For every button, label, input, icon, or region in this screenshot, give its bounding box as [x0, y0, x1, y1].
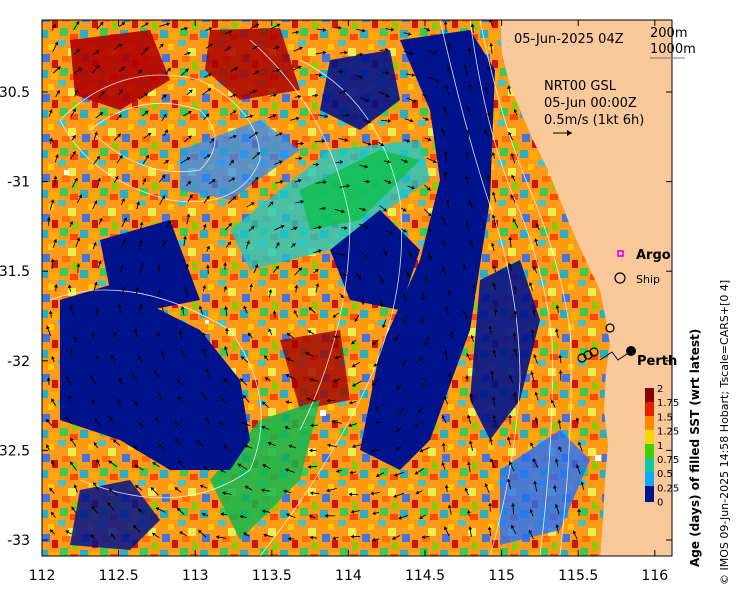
colorbar-tick-label: 1.25 [657, 427, 679, 438]
y-tick-label: -32 [7, 354, 30, 370]
ship-legend-label: Ship [636, 273, 660, 286]
credit-text: © IMOS 09-Jun-2025 14:58 Hobart; Tscale=… [718, 280, 731, 585]
x-tick-label: 114 [335, 568, 362, 584]
perth-marker [626, 346, 636, 356]
x-tick-label: 114.5 [405, 568, 445, 584]
y-tick-label: 30.5 [0, 85, 30, 101]
x-tick-label: 115.5 [558, 568, 598, 584]
x-tick-label: 112.5 [99, 568, 139, 584]
colorbar-tick-label: 0.25 [657, 483, 679, 494]
x-tick-label: 115 [488, 568, 515, 584]
contour-label-1000m: 1000m [650, 42, 696, 57]
y-tick-label: 32.5 [0, 443, 30, 459]
colorbar-tick-label: 2 [657, 384, 663, 395]
colorbar-tick-label: 0.75 [657, 455, 679, 466]
current-source-name: NRT00 GSL [544, 79, 617, 94]
perth-label: Perth [637, 354, 677, 369]
y-tick-label: 31.5 [0, 264, 30, 280]
colorbar-label: Age (days) of filled SST (wrt latest) [688, 329, 702, 567]
x-tick-label: 116 [641, 568, 668, 584]
colorbar-tick-label: 0 [657, 498, 663, 509]
argo-legend-label: Argo [636, 248, 671, 263]
colorbar [645, 388, 654, 502]
x-tick-label: 112 [29, 568, 56, 584]
x-tick-label: 113 [182, 568, 209, 584]
contour-label-200m: 200m [650, 26, 687, 41]
colorbar-tick-label: 1 [657, 441, 663, 452]
current-source-time: 05-Jun 00:00Z [544, 96, 637, 111]
y-tick-label: -31 [7, 175, 30, 191]
x-tick-label: 113.5 [252, 568, 292, 584]
current-scale-text: 0.5m/s (1kt 6h) [544, 113, 644, 128]
y-tick-label: -33 [7, 533, 30, 549]
colorbar-tick-label: 1.75 [657, 398, 679, 409]
colorbar-tick-label: 0.5 [657, 469, 673, 480]
colorbar-tick-label: 1.5 [657, 412, 673, 423]
date-label: 05-Jun-2025 04Z [514, 32, 624, 47]
